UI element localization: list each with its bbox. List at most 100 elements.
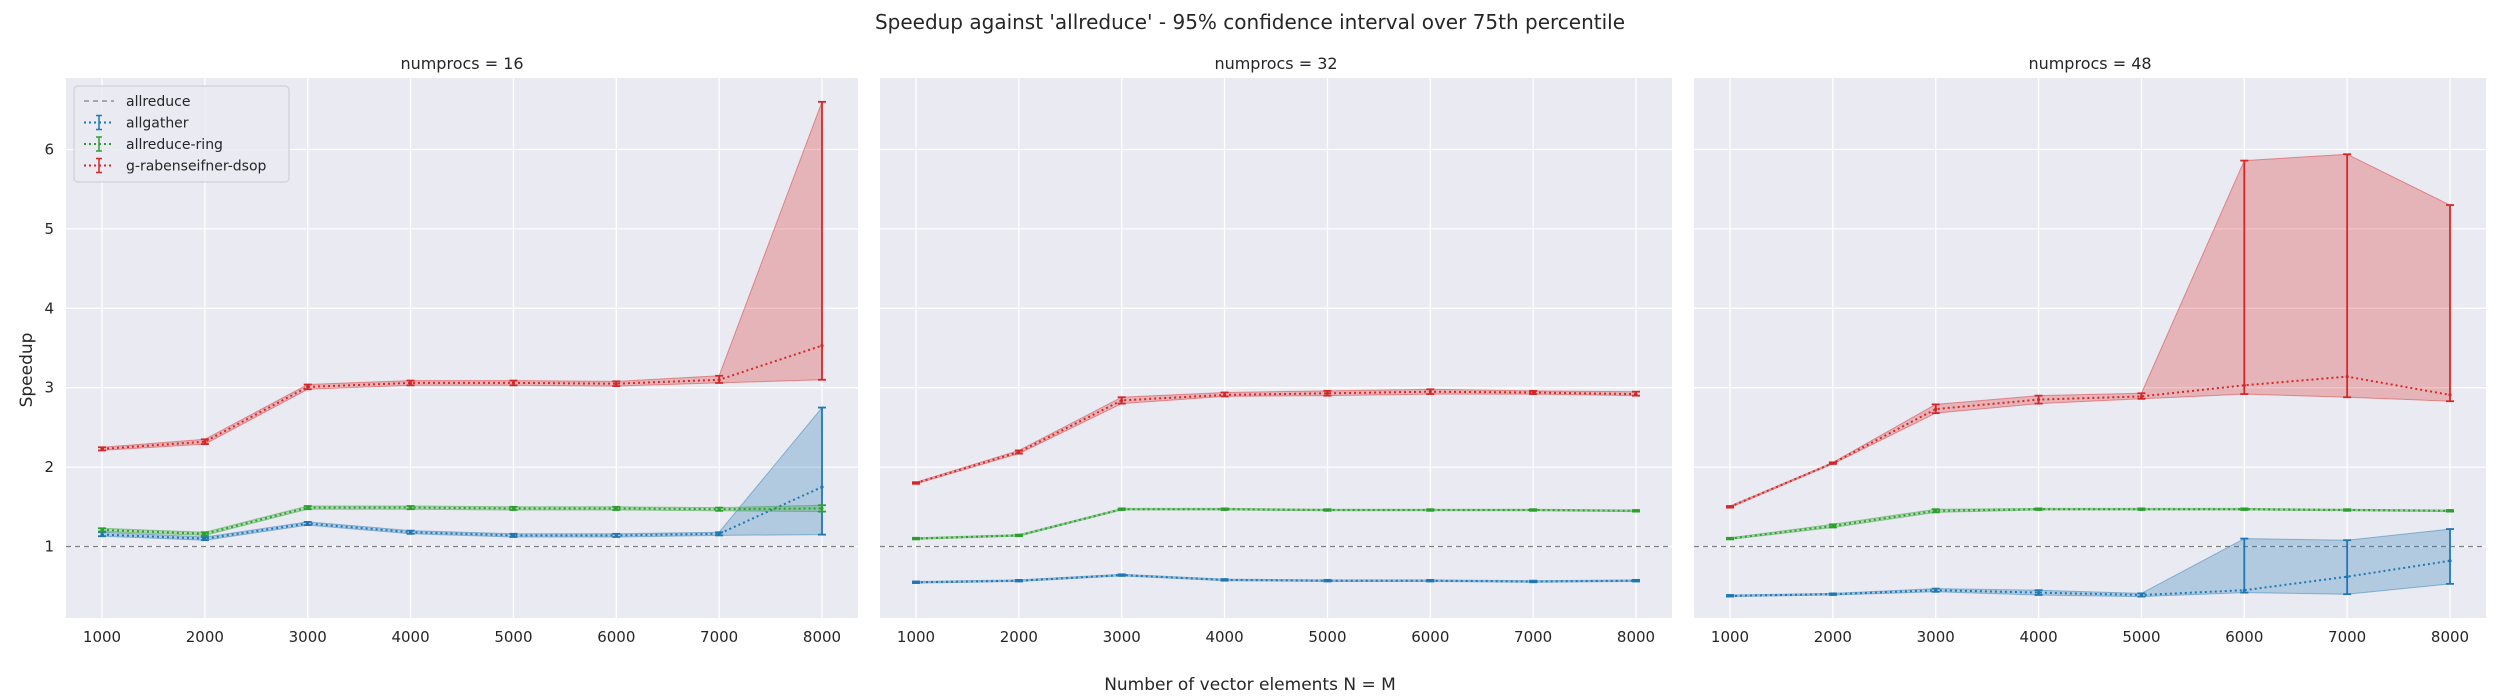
data-point [1728,536,1732,541]
x-tick-label: 8000 [2431,628,2469,646]
data-point [1831,461,1835,465]
data-point [2345,575,2349,579]
data-point [820,344,824,348]
x-tick-label: 1000 [1711,628,1749,646]
series-line [1729,375,2451,508]
data-point [408,506,413,510]
data-point [203,536,207,541]
data-point [100,533,104,537]
data-point [2036,398,2041,402]
y-tick-label: 2 [44,458,54,476]
data-point [306,506,310,510]
data-point [717,378,721,382]
x-tick-label: 5000 [2122,628,2160,646]
y-tick-label: 6 [44,140,54,158]
data-point [2448,509,2452,513]
data-point [614,533,618,538]
legend-label: g-rabenseifner-dsop [126,159,267,175]
data-point [914,580,918,584]
data-point [306,521,310,526]
legend: allreduce allgather allreduce-ring g-rabens… [73,85,290,183]
x-tick-label: 2000 [1000,628,1038,646]
legend-label: allgather [126,116,189,132]
x-tick-label: 6000 [597,628,635,646]
x-tick-label: 1000 [83,628,121,646]
x-tick-label: 4000 [1205,628,1243,646]
data-point [820,506,824,511]
data-point [1531,579,1535,584]
data-point [1325,579,1330,583]
x-tick-label: 5000 [494,628,532,646]
data-point [1428,508,1432,512]
series-g-rabenseifner-dsop [98,100,826,452]
data-point [1325,391,1330,395]
data-point [2448,559,2452,563]
data-point [511,533,516,538]
data-point [1017,533,1021,538]
panel-2: numprocs = 48 1000 2000 3000 4000 5000 6000 700… [1694,54,2486,646]
data-point [1222,393,1227,397]
data-point [1222,507,1227,511]
data-point [2139,507,2144,511]
panel-title: numprocs = 16 [400,54,523,73]
data-point [100,447,104,451]
x-tick-label: 7000 [1514,628,1552,646]
data-point [1531,390,1535,395]
data-point [203,532,207,536]
legend-item-g-rabenseifner-dsop: g-rabenseifner-dsop [84,157,267,175]
series-allgather [98,406,826,542]
data-point [408,530,413,534]
data-point [100,528,104,532]
x-tick-label: 7000 [700,628,738,646]
data-point [2242,588,2246,592]
figure-title: Speedup against 'allreduce' - 95% confid… [875,10,1625,34]
data-point [1728,594,1732,598]
data-point [1120,507,1124,511]
data-point [820,485,824,489]
data-point [2036,507,2041,511]
x-tick-label: 6000 [1411,628,1449,646]
data-point [1831,592,1835,596]
data-point [2036,590,2041,595]
y-tick-label: 1 [44,538,54,556]
x-tick-label: 3000 [1917,628,1955,646]
legend-label: allreduce [126,94,191,110]
series-allgather [912,573,1640,584]
legend-item-allreduce: allreduce [84,94,191,110]
x-tick-label: 3000 [289,628,327,646]
x-tick-label: 8000 [1617,628,1655,646]
series-allgather [1726,528,2454,598]
data-point [717,532,721,536]
x-tick-label: 8000 [803,628,841,646]
data-point [2139,394,2144,399]
x-tick-label: 2000 [1814,628,1852,646]
series-allreduce-ring [912,507,1640,541]
x-tick-label: 7000 [2328,628,2366,646]
data-point [914,481,918,485]
series-g-rabenseifner-dsop [1726,153,2454,509]
data-point [717,507,721,511]
data-point [1017,450,1021,454]
series-allreduce-ring [1726,507,2454,541]
data-point [2242,383,2246,387]
x-tick-label: 1000 [897,628,935,646]
series-line [915,390,1637,484]
data-point [2345,508,2349,512]
legend-frame [73,85,290,183]
series-allreduce-ring [98,504,826,537]
series-line [915,574,1637,584]
data-point [1831,524,1835,528]
data-point [2242,507,2246,511]
legend-label: allreduce-ring [126,137,223,153]
panel-1: numprocs = 32 1000 2000 3000 4000 5000 6000 700… [880,54,1672,646]
data-point [1934,588,1938,592]
series-line [1729,559,2451,597]
data-point [914,536,918,541]
x-axis-label: Number of vector elements N = M [1104,675,1396,695]
data-point [1222,578,1227,582]
y-axis-label: Speedup [17,333,37,408]
data-point [203,440,207,444]
data-point [1634,509,1638,513]
data-point [408,381,413,385]
